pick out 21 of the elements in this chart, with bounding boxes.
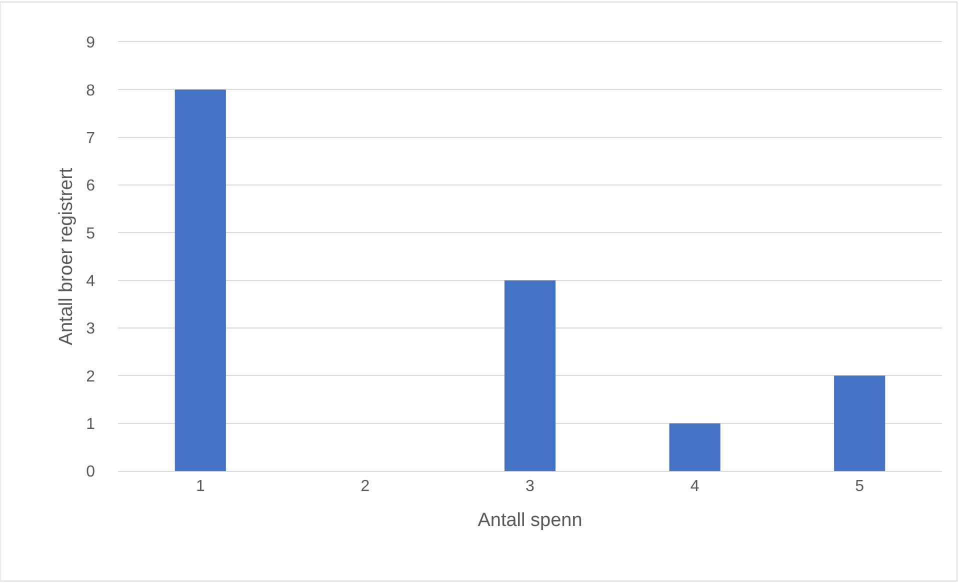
y-tick-label: 8 <box>86 82 96 100</box>
y-tick-label: 5 <box>86 225 96 242</box>
y-tick-label: 3 <box>86 320 96 338</box>
x-axis-title: Antall spenn <box>478 510 582 531</box>
x-tick-label: 4 <box>690 478 700 496</box>
y-axis-title: Antall broer registrert <box>56 167 77 346</box>
y-tick-label: 2 <box>86 368 96 386</box>
bar <box>174 90 226 471</box>
y-tick-label: 4 <box>86 272 96 290</box>
x-tick-label: 3 <box>526 478 535 496</box>
y-tick-label: 9 <box>86 34 96 52</box>
x-tick-label: 1 <box>196 478 205 496</box>
x-tick-label: 2 <box>360 478 370 496</box>
bar <box>504 280 556 471</box>
y-tick-label: 1 <box>86 416 96 433</box>
bar <box>669 423 720 471</box>
y-tick-label: 6 <box>86 178 96 195</box>
y-tick-label: 7 <box>86 130 96 147</box>
bar <box>834 376 886 471</box>
y-tick-label: 0 <box>86 464 96 481</box>
x-tick-label: 5 <box>855 478 864 496</box>
